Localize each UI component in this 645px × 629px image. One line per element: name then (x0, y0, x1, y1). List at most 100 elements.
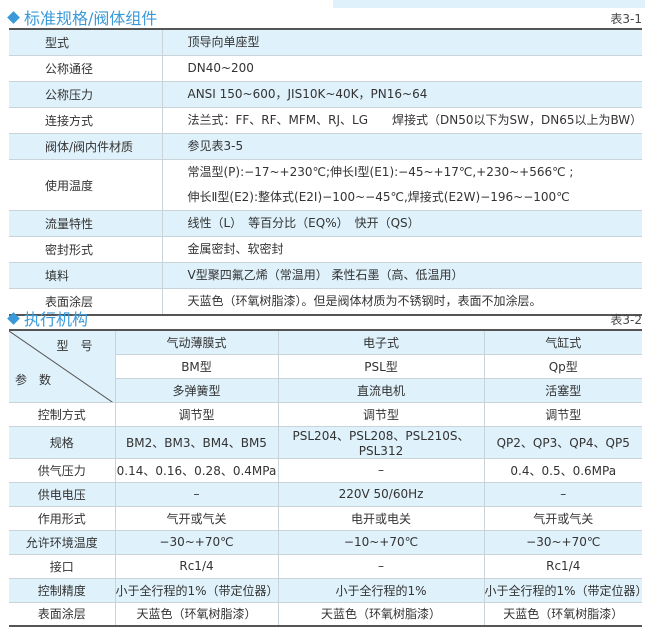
row-label: 使用温度 (9, 159, 163, 211)
row-value: 小于全行程的1% (278, 578, 485, 603)
row-label: 填料 (9, 262, 163, 289)
row-value: 小于全行程的1%（带定位器） (484, 578, 645, 603)
row-value: 0.14、0.16、0.28、0.4MPa (115, 458, 279, 483)
table-row: 阀体/阀内件材质 参见表3-5 (9, 133, 642, 160)
value-line: ANSI 150~600，JIS10K~40K，PN16~64 (187, 87, 428, 101)
row-value: – (484, 482, 642, 507)
section-title-text: 执行机构 (24, 310, 89, 329)
diagonal-line (9, 331, 112, 401)
row-label: 流量特性 (9, 210, 163, 237)
row-value: 调节型 (115, 402, 279, 427)
header-cell: Qp型 (484, 354, 642, 379)
table-row: 表面涂层 天蓝色（环氧树脂漆）。但是阀体材质为不锈钢时，表面不加涂层。 (9, 288, 642, 316)
header-band (333, 0, 645, 8)
row-label: 供电电压 (9, 482, 116, 507)
header-row: BM型 PSL型 Qp型 (9, 354, 642, 379)
row-value: Rc1/4 (484, 554, 642, 579)
corner-cell: 型号参数 (9, 330, 116, 403)
row-label: 允许环境温度 (9, 530, 116, 555)
row-label: 表面涂层 (9, 288, 163, 316)
row-value: 调节型 (278, 402, 485, 427)
corner-top: 型号 (56, 339, 105, 353)
row-value: – (115, 482, 279, 507)
diamond-icon (7, 311, 20, 325)
header-row: 多弹簧型 直流电机 活塞型 (9, 378, 642, 403)
row-label: 公称通径 (9, 55, 163, 82)
header-cell: 多弹簧型 (115, 378, 279, 403)
corner-bottom: 参数 (15, 372, 64, 387)
row-value: −10~+70℃ (278, 530, 485, 555)
value-line: 线性（L） 等百分比（EQ%） 快开（QS） (187, 216, 420, 230)
row-value: DN40~200 (162, 55, 642, 82)
row-label: 连接方式 (9, 107, 163, 134)
row-value: 调节型 (484, 402, 642, 427)
value-line: 顶导向单座型 (187, 35, 260, 49)
row-label: 型式 (9, 29, 163, 56)
row-value: 参见表3-5 (162, 133, 642, 160)
value-line: DN40~200 (187, 61, 254, 75)
table-row: 公称压力 ANSI 150~600，JIS10K~40K，PN16~64 (9, 81, 642, 108)
value-line: 金属密封、软密封 (187, 242, 284, 256)
row-label: 规格 (9, 426, 116, 459)
row-label: 供气压力 (9, 458, 116, 483)
row-value: PSL204、PSL208、PSL210S、PSL312 (278, 426, 485, 459)
row-label: 控制精度 (9, 578, 116, 603)
value-line: 伸长Ⅱ型(E2):整体式(E2I)−100~−45℃,焊接式(E2W)−196~… (187, 190, 570, 204)
table-number: 表3-1 (610, 12, 642, 26)
table-row: 规格 BM2、BM3、BM4、BM5 PSL204、PSL208、PSL210S、P… (9, 426, 642, 459)
row-value: 常温型(P):−17~+230℃;伸长Ⅰ型(E1):−45~+17℃,+230~… (162, 159, 642, 211)
header-cell: 电子式 (278, 330, 485, 355)
row-value: −30~+70℃ (484, 530, 642, 555)
row-value: 天蓝色（环氧树脂漆）。但是阀体材质为不锈钢时，表面不加涂层。 (162, 288, 642, 316)
table-row: 控制方式 调节型 调节型 调节型 (9, 402, 642, 427)
row-value: ANSI 150~600，JIS10K~40K，PN16~64 (162, 81, 642, 108)
row-value: 电开或电关 (278, 506, 485, 531)
table-row: 型式 顶导向单座型 (9, 29, 642, 56)
table-number: 表3-2 (610, 313, 642, 327)
table-row: 流量特性 线性（L） 等百分比（EQ%） 快开（QS） (9, 210, 642, 237)
row-label: 接口 (9, 554, 116, 579)
row-value: 220V 50/60Hz (278, 482, 485, 507)
row-label: 表面涂层 (9, 602, 116, 627)
row-value: 天蓝色（环氧树脂漆） (115, 602, 279, 627)
header-cell: 气动薄膜式 (115, 330, 279, 355)
row-label: 控制方式 (9, 402, 116, 427)
header-cell: 气缸式 (484, 330, 642, 355)
row-value: 天蓝色（环氧树脂漆） (278, 602, 485, 627)
table-row: 公称通径 DN40~200 (9, 55, 642, 82)
table-row: 密封形式 金属密封、软密封 (9, 236, 642, 263)
diamond-icon (7, 10, 20, 24)
row-value: 天蓝色（环氧树脂漆） (484, 602, 642, 627)
table-row: 允许环境温度 −30~+70℃ −10~+70℃ −30~+70℃ (9, 530, 642, 555)
header-cell: PSL型 (278, 354, 485, 379)
header-cell: 活塞型 (484, 378, 642, 403)
row-value: V型聚四氟乙烯（常温用） 柔性石墨（高、低温用） (162, 262, 642, 289)
section-title-actuator: 执行机构 (7, 306, 89, 330)
table-row: 作用形式 气开或气关 电开或电关 气开或气关 (9, 506, 642, 531)
row-value: −30~+70℃ (115, 530, 279, 555)
section-title-text: 标准规格/阀体组件 (24, 9, 158, 28)
value-line: 天蓝色（环氧树脂漆）。但是阀体材质为不锈钢时，表面不加涂层。 (187, 294, 542, 308)
value-line: V型聚四氟乙烯（常温用） 柔性石墨（高、低温用） (187, 268, 464, 282)
row-value: BM2、BM3、BM4、BM5 (115, 426, 279, 459)
table-row: 填料 V型聚四氟乙烯（常温用） 柔性石墨（高、低温用） (9, 262, 642, 289)
row-value: 法兰式：FF、RF、MFM、RJ、LG 焊接式（DN50以下为SW，DN65以上… (162, 107, 643, 134)
row-value: 气开或气关 (484, 506, 642, 531)
section-title-spec: 标准规格/阀体组件 (7, 5, 158, 29)
row-value: 0.4、0.5、0.6MPa (484, 458, 642, 483)
row-value: Rc1/4 (115, 554, 279, 579)
row-value: – (278, 458, 485, 483)
value-line: 常温型(P):−17~+230℃;伸长Ⅰ型(E1):−45~+17℃,+230~… (187, 165, 574, 179)
table-row: 使用温度 常温型(P):−17~+230℃;伸长Ⅰ型(E1):−45~+17℃,+… (9, 159, 642, 211)
table-row: 供气压力 0.14、0.16、0.28、0.4MPa –0.4、0.5、0.6MPa (9, 458, 642, 483)
value-line: 法兰式：FF、RF、MFM、RJ、LG 焊接式（DN50以下为SW，DN65以上… (187, 113, 643, 127)
table-row: 控制精度 小于全行程的1%（带定位器） 小于全行程的1% 小于全行程的1%（带定位器） (9, 578, 645, 603)
table-row: 供电电压 –220V 50/60Hz – (9, 482, 642, 507)
table-row: 连接方式 法兰式：FF、RF、MFM、RJ、LG 焊接式（DN50以下为SW，DN… (9, 107, 643, 134)
row-label: 公称压力 (9, 81, 163, 108)
row-value: 气开或气关 (115, 506, 279, 531)
row-value: 线性（L） 等百分比（EQ%） 快开（QS） (162, 210, 642, 237)
spec-table: 型式 顶导向单座型公称通径 DN40~200 公称压力 ANSI 150~600，JIS… (9, 28, 642, 316)
table-row: 接口 Rc1/4– Rc1/4 (9, 554, 642, 579)
row-value: QP2、QP3、QP4、QP5 (484, 426, 642, 459)
